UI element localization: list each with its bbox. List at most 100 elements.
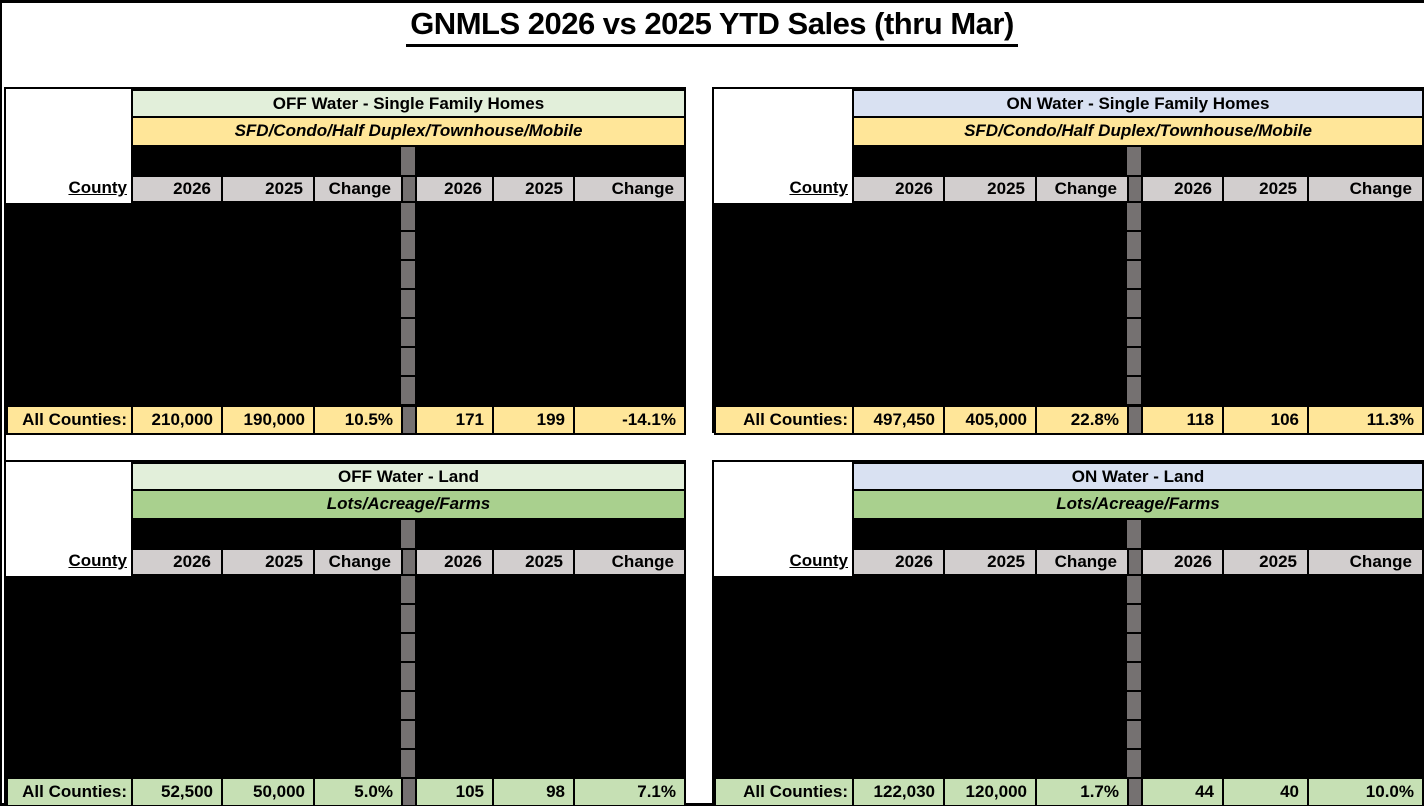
- col-header-2026: 2026: [415, 175, 492, 203]
- divider-cell: [401, 777, 415, 806]
- col-header-change: Change: [573, 548, 686, 576]
- divider-cell: [1127, 777, 1141, 806]
- total-value: 44: [1141, 777, 1222, 806]
- col-header-2025: 2025: [943, 175, 1035, 203]
- panel-columns-area: OFF Water - Single Family Homes SFD/Cond…: [131, 89, 686, 203]
- col-header-2025: 2025: [1222, 175, 1307, 203]
- totals-label: All Counties:: [6, 405, 131, 435]
- totals-label: All Counties:: [714, 777, 852, 806]
- divider-strip: [401, 520, 415, 548]
- frame-border-top: [0, 0, 1424, 3]
- total-value: 11.3%: [1307, 405, 1424, 435]
- column-header-row: 2026 2025 Change 2026 2025 Change: [852, 548, 1424, 576]
- total-value: -14.1%: [573, 405, 686, 435]
- panel-subtitle: Lots/Acreage/Farms: [852, 491, 1424, 520]
- divider-cell: [401, 548, 415, 576]
- col-header-2026: 2026: [131, 548, 221, 576]
- col-header-2026: 2026: [852, 175, 943, 203]
- col-header-2025: 2025: [1222, 548, 1307, 576]
- col-header-2025: 2025: [492, 175, 573, 203]
- total-value: 199: [492, 405, 573, 435]
- totals-row: All Counties: 497,450 405,000 22.8% 118 …: [714, 405, 1424, 435]
- panel-title: ON Water - Land: [852, 462, 1424, 491]
- total-value: 22.8%: [1035, 405, 1127, 435]
- county-column-header: County: [789, 551, 848, 570]
- total-value: 50,000: [221, 777, 313, 806]
- panel-subtitle: Lots/Acreage/Farms: [131, 491, 686, 520]
- total-value: 122,030: [852, 777, 943, 806]
- total-value: 10.0%: [1307, 777, 1424, 806]
- panel-on-water-single-family-homes: ON Water - Single Family Homes SFD/Condo…: [712, 87, 1424, 435]
- county-column-header: County: [68, 178, 127, 197]
- total-value: 105: [415, 777, 492, 806]
- redacted-header-band: [131, 520, 686, 548]
- divider-cell: [401, 405, 415, 435]
- redacted-data-rows: [714, 576, 1424, 777]
- col-header-2026: 2026: [131, 175, 221, 203]
- redacted-data-rows: [6, 576, 686, 777]
- col-header-2026: 2026: [415, 548, 492, 576]
- total-value: 1.7%: [1035, 777, 1127, 806]
- total-value: 40: [1222, 777, 1307, 806]
- panel-title: OFF Water - Single Family Homes: [131, 89, 686, 118]
- totals-label: All Counties:: [6, 777, 131, 806]
- col-header-2025: 2025: [943, 548, 1035, 576]
- panel-on-water-land: ON Water - Land Lots/Acreage/Farms 2026 …: [712, 460, 1424, 806]
- col-header-change: Change: [1035, 175, 1127, 203]
- column-header-row: 2026 2025 Change 2026 2025 Change: [131, 548, 686, 576]
- panel-title: OFF Water - Land: [131, 462, 686, 491]
- col-header-2025: 2025: [492, 548, 573, 576]
- col-header-2025: 2025: [221, 175, 313, 203]
- page-title-text: GNMLS 2026 vs 2025 YTD Sales (thru Mar): [406, 6, 1018, 47]
- col-header-2026: 2026: [1141, 548, 1222, 576]
- col-header-change: Change: [313, 175, 401, 203]
- divider-strip: [1127, 576, 1141, 777]
- total-value: 118: [1141, 405, 1222, 435]
- col-header-change: Change: [313, 548, 401, 576]
- panel-columns-area: ON Water - Single Family Homes SFD/Condo…: [852, 89, 1424, 203]
- col-header-2025: 2025: [221, 548, 313, 576]
- table-left-border: [4, 87, 6, 803]
- divider-cell: [1127, 175, 1141, 203]
- total-value: 7.1%: [573, 777, 686, 806]
- total-value: 190,000: [221, 405, 313, 435]
- redacted-header-band: [852, 147, 1424, 175]
- total-value: 497,450: [852, 405, 943, 435]
- totals-row: All Counties: 122,030 120,000 1.7% 44 40…: [714, 777, 1424, 806]
- divider-strip: [1127, 147, 1141, 175]
- totals-row: All Counties: 210,000 190,000 10.5% 171 …: [6, 405, 686, 435]
- total-value: 405,000: [943, 405, 1035, 435]
- panel-off-water-land: OFF Water - Land Lots/Acreage/Farms 2026…: [4, 460, 686, 806]
- col-header-2026: 2026: [852, 548, 943, 576]
- panel-columns-area: ON Water - Land Lots/Acreage/Farms 2026 …: [852, 462, 1424, 576]
- total-value: 52,500: [131, 777, 221, 806]
- col-header-change: Change: [1035, 548, 1127, 576]
- total-value: 10.5%: [313, 405, 401, 435]
- col-header-change: Change: [573, 175, 686, 203]
- county-column-header: County: [68, 551, 127, 570]
- divider-strip: [1127, 520, 1141, 548]
- total-value: 210,000: [131, 405, 221, 435]
- col-header-change: Change: [1307, 175, 1424, 203]
- panel-title: ON Water - Single Family Homes: [852, 89, 1424, 118]
- divider-cell: [401, 175, 415, 203]
- divider-cell: [1127, 405, 1141, 435]
- county-column-header: County: [789, 178, 848, 197]
- panel-off-water-single-family-homes: OFF Water - Single Family Homes SFD/Cond…: [4, 87, 686, 435]
- divider-strip: [401, 576, 415, 777]
- redacted-header-band: [852, 520, 1424, 548]
- panel-columns-area: OFF Water - Land Lots/Acreage/Farms 2026…: [131, 462, 686, 576]
- col-header-2026: 2026: [1141, 175, 1222, 203]
- total-value: 171: [415, 405, 492, 435]
- redacted-data-rows: [6, 203, 686, 405]
- total-value: 5.0%: [313, 777, 401, 806]
- divider-strip: [401, 203, 415, 405]
- panel-subtitle: SFD/Condo/Half Duplex/Townhouse/Mobile: [852, 118, 1424, 147]
- redacted-header-band: [131, 147, 686, 175]
- col-header-change: Change: [1307, 548, 1424, 576]
- divider-strip: [1127, 203, 1141, 405]
- divider-cell: [1127, 548, 1141, 576]
- total-value: 98: [492, 777, 573, 806]
- column-header-row: 2026 2025 Change 2026 2025 Change: [131, 175, 686, 203]
